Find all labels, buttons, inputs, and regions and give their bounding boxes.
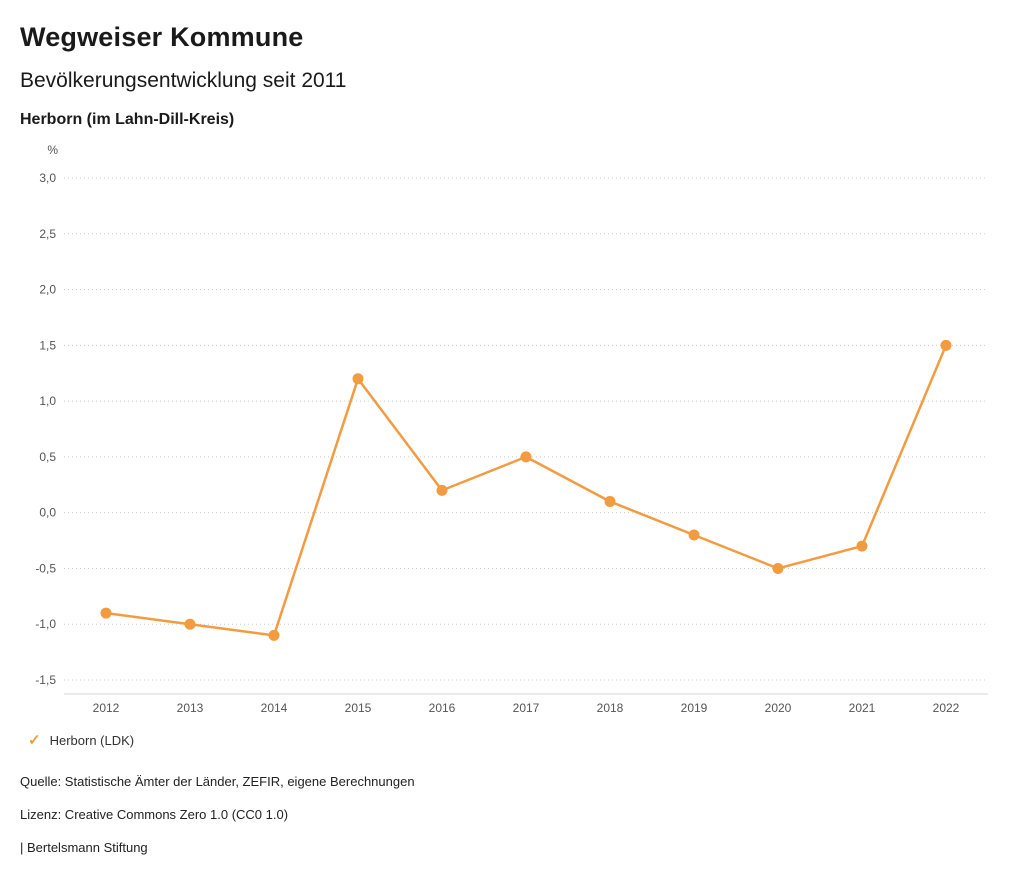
svg-text:2021: 2021 (849, 701, 876, 715)
svg-text:2015: 2015 (345, 701, 372, 715)
svg-text:2,5: 2,5 (39, 227, 56, 241)
svg-text:2,0: 2,0 (39, 283, 56, 297)
chart-subtitle: Bevölkerungsentwicklung seit 2011 (20, 69, 347, 92)
svg-text:2018: 2018 (597, 701, 624, 715)
svg-text:-0,5: -0,5 (35, 561, 56, 575)
svg-text:2016: 2016 (429, 701, 456, 715)
svg-text:2012: 2012 (93, 701, 120, 715)
svg-text:3,0: 3,0 (39, 171, 56, 185)
page-title: Wegweiser Kommune (20, 22, 304, 52)
legend-label: Herborn (LDK) (49, 733, 135, 748)
svg-text:1,5: 1,5 (39, 338, 56, 352)
region-title: Herborn (im Lahn-Dill-Kreis) (20, 111, 235, 128)
svg-text:-1,5: -1,5 (35, 673, 56, 687)
svg-text:2017: 2017 (513, 701, 540, 715)
svg-text:2013: 2013 (177, 701, 204, 715)
svg-text:0,0: 0,0 (39, 506, 56, 520)
svg-text:2022: 2022 (933, 701, 960, 715)
license-note: Lizenz: Creative Commons Zero 1.0 (CC0 1… (20, 807, 289, 822)
legend-item-herborn[interactable]: ✓ Herborn (LDK) (28, 733, 1004, 748)
check-icon: ✓ (28, 732, 41, 749)
svg-text:2019: 2019 (681, 701, 708, 715)
attribution-note: | Bertelsmann Stiftung (20, 840, 148, 855)
svg-text:-1,0: -1,0 (35, 617, 56, 631)
population-line-chart: % 3,0 2,5 2,0 1,5 1,0 0,5 0,0 -0,5 -1,0 -1,5 2012 20… (20, 133, 1004, 725)
footer: Quelle: Statistische Ämter der Länder, Z… (20, 774, 1004, 855)
source-note: Quelle: Statistische Ämter der Länder, Z… (20, 774, 415, 789)
svg-text:1,0: 1,0 (39, 394, 56, 408)
line-chart-svg: % 3,0 2,5 2,0 1,5 1,0 0,5 0,0 -0,5 -1,0 -1,5 2012 20… (35, 143, 988, 715)
svg-text:2020: 2020 (765, 701, 792, 715)
svg-text:%: % (47, 143, 58, 157)
svg-text:0,5: 0,5 (39, 450, 56, 464)
svg-text:2014: 2014 (261, 701, 288, 715)
